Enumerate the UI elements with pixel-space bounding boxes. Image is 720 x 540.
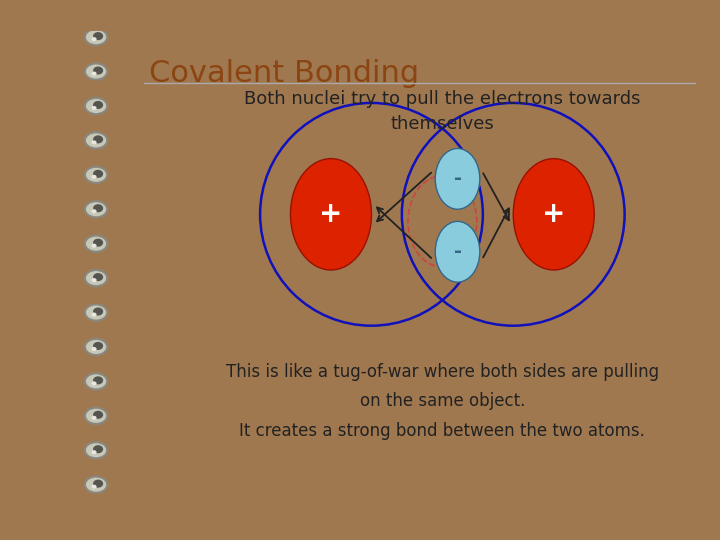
Ellipse shape bbox=[93, 170, 103, 178]
Ellipse shape bbox=[93, 342, 103, 350]
Ellipse shape bbox=[85, 167, 107, 183]
Text: Both nuclei try to pull the electrons towards
themselves: Both nuclei try to pull the electrons to… bbox=[244, 90, 641, 133]
Ellipse shape bbox=[93, 32, 103, 40]
Ellipse shape bbox=[93, 101, 103, 109]
Text: -: - bbox=[454, 242, 462, 261]
Ellipse shape bbox=[85, 270, 107, 286]
Ellipse shape bbox=[513, 159, 594, 270]
Ellipse shape bbox=[91, 313, 96, 316]
Ellipse shape bbox=[91, 140, 96, 144]
Ellipse shape bbox=[91, 175, 96, 179]
Ellipse shape bbox=[436, 221, 480, 282]
Ellipse shape bbox=[93, 66, 103, 75]
Ellipse shape bbox=[85, 201, 107, 217]
Ellipse shape bbox=[436, 148, 480, 209]
Ellipse shape bbox=[91, 244, 96, 248]
Ellipse shape bbox=[85, 339, 107, 355]
Ellipse shape bbox=[91, 106, 96, 110]
Ellipse shape bbox=[85, 98, 107, 114]
Ellipse shape bbox=[85, 305, 107, 321]
Ellipse shape bbox=[93, 273, 103, 281]
Ellipse shape bbox=[93, 411, 103, 419]
Text: This is like a tug-of-war where both sides are pulling
on the same object.
It cr: This is like a tug-of-war where both sid… bbox=[226, 363, 659, 440]
Ellipse shape bbox=[93, 136, 103, 144]
Ellipse shape bbox=[93, 376, 103, 384]
Ellipse shape bbox=[91, 450, 96, 454]
Ellipse shape bbox=[91, 381, 96, 386]
Text: -: - bbox=[454, 170, 462, 188]
Text: Covalent Bonding: Covalent Bonding bbox=[149, 59, 419, 89]
Ellipse shape bbox=[93, 0, 103, 6]
Ellipse shape bbox=[91, 210, 96, 213]
Ellipse shape bbox=[91, 416, 96, 420]
Ellipse shape bbox=[93, 445, 103, 453]
Ellipse shape bbox=[85, 235, 107, 252]
Ellipse shape bbox=[91, 485, 96, 489]
Ellipse shape bbox=[91, 37, 96, 41]
Text: +: + bbox=[542, 200, 565, 228]
Ellipse shape bbox=[91, 347, 96, 351]
Ellipse shape bbox=[91, 3, 96, 6]
Ellipse shape bbox=[85, 477, 107, 493]
Ellipse shape bbox=[290, 159, 372, 270]
Text: +: + bbox=[319, 200, 343, 228]
Ellipse shape bbox=[91, 72, 96, 76]
Ellipse shape bbox=[93, 480, 103, 488]
Ellipse shape bbox=[85, 29, 107, 45]
Ellipse shape bbox=[85, 373, 107, 389]
Ellipse shape bbox=[85, 132, 107, 149]
Ellipse shape bbox=[85, 63, 107, 80]
Ellipse shape bbox=[93, 307, 103, 315]
Ellipse shape bbox=[93, 204, 103, 212]
Ellipse shape bbox=[85, 0, 107, 11]
Ellipse shape bbox=[93, 239, 103, 247]
Ellipse shape bbox=[85, 408, 107, 424]
Ellipse shape bbox=[91, 278, 96, 282]
Ellipse shape bbox=[85, 442, 107, 458]
